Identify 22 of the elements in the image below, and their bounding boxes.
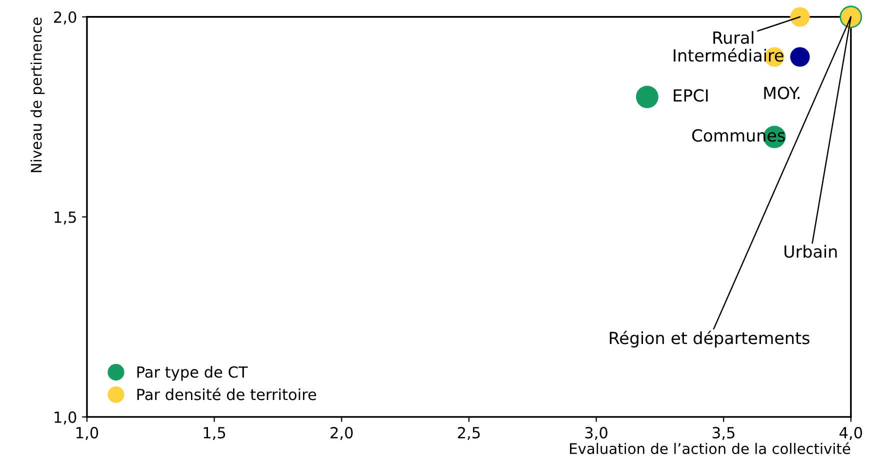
- annotation: MOY.: [764, 86, 800, 100]
- x-axis-title: Evaluation de l’action de la collectivité: [570, 442, 850, 454]
- x-tick-label: 2,5: [458, 426, 480, 440]
- point: [790, 7, 810, 27]
- y-tick-label: 2,0: [54, 11, 76, 24]
- x-tick-label: 1,5: [204, 427, 226, 440]
- y-tick-label: 1,5: [54, 212, 76, 224]
- x-tick-label: 4,0: [840, 426, 862, 440]
- legend-label: Par type de CT: [137, 366, 248, 381]
- annotation: Région et départements: [610, 330, 810, 348]
- y-tick-label: 1,0: [54, 411, 76, 425]
- y-axis-title: Niveau de pertinence: [30, 18, 45, 172]
- legend-label: Par densité de territoire: [137, 388, 316, 400]
- x-tick-label: 1,0: [76, 426, 98, 440]
- annotation: Urbain: [784, 244, 837, 258]
- annotation: Rural: [713, 31, 754, 44]
- x-tick-label: 3,5: [712, 426, 734, 440]
- x-tick-label: 3,0: [585, 426, 608, 440]
- point: [636, 86, 658, 108]
- point: [790, 47, 810, 67]
- x-tick-label: 2,0: [330, 426, 353, 440]
- annotation: EPCI: [674, 89, 708, 102]
